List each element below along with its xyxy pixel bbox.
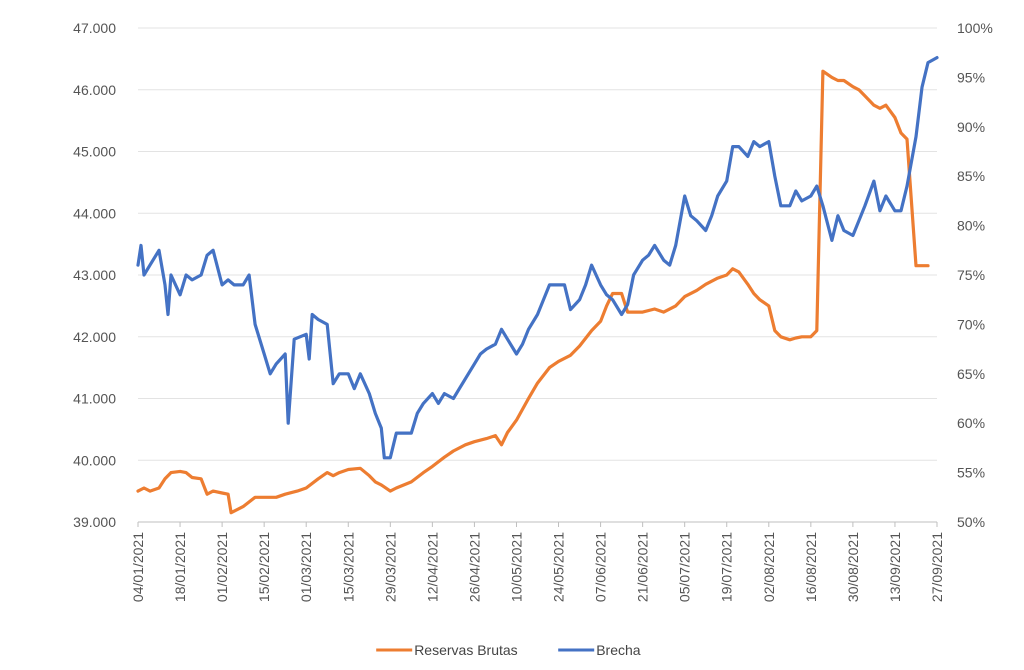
y-right-tick-label: 80%	[957, 218, 985, 234]
legend-label-reservas-brutas: Reservas Brutas	[414, 642, 517, 658]
series-layer	[136, 55, 939, 515]
x-tick-label: 12/04/2021	[424, 532, 440, 602]
y-left-tick-label: 43.000	[73, 267, 116, 283]
y-right-tick-label: 50%	[957, 514, 985, 530]
y-right-tick-label: 100%	[957, 20, 993, 36]
y-left-tick-label: 47.000	[73, 20, 116, 36]
x-tick-label: 24/05/2021	[551, 532, 567, 602]
y-left-tick-label: 46.000	[73, 82, 116, 98]
y-right-tick-label: 55%	[957, 465, 985, 481]
x-tick-label: 18/01/2021	[172, 532, 188, 602]
y-right-tick-label: 65%	[957, 366, 985, 382]
axis-layer: 39.000 40.000 41.000 42.000 43.000 44.000 45.0…	[73, 20, 993, 602]
x-tick-label: 16/08/2021	[803, 532, 819, 602]
y-left-tick-label: 41.000	[73, 391, 116, 407]
y-left-tick-label: 39.000	[73, 514, 116, 530]
y-right-tick-label: 60%	[957, 415, 985, 431]
y-left-tick-label: 40.000	[73, 452, 116, 468]
x-tick-label: 10/05/2021	[508, 532, 524, 602]
y-right-tick-label: 75%	[957, 267, 985, 283]
x-tick-label: 13/09/2021	[887, 532, 903, 602]
legend: Reservas Brutas Brecha	[376, 642, 641, 658]
x-tick-label: 29/03/2021	[382, 532, 398, 602]
x-tick-label: 26/04/2021	[466, 532, 482, 602]
series-line-brecha	[136, 55, 939, 460]
y-left-tick-label: 44.000	[73, 205, 116, 221]
x-tick-label: 19/07/2021	[719, 532, 735, 602]
y-right-tick-label: 70%	[957, 316, 985, 332]
x-tick-label: 15/02/2021	[256, 532, 272, 602]
x-tick-label: 01/02/2021	[214, 532, 230, 602]
x-tick-label: 15/03/2021	[340, 532, 356, 602]
grid-layer	[138, 27, 937, 523]
x-tick-label: 21/06/2021	[635, 532, 651, 602]
legend-label-brecha: Brecha	[596, 642, 641, 658]
y-left-tick-label: 42.000	[73, 329, 116, 345]
x-tick-label: 01/03/2021	[298, 532, 314, 602]
y-right-tick-label: 85%	[957, 168, 985, 184]
series-line-reservas-brutas	[136, 69, 930, 515]
x-tick-label: 02/08/2021	[761, 532, 777, 602]
x-tick-label: 27/09/2021	[929, 532, 945, 602]
x-tick-label: 04/01/2021	[130, 532, 146, 602]
x-tick-label: 05/07/2021	[677, 532, 693, 602]
y-right-tick-label: 90%	[957, 119, 985, 135]
y-left-tick-label: 45.000	[73, 144, 116, 160]
x-tick-label: 07/06/2021	[593, 532, 609, 602]
y-right-tick-label: 95%	[957, 69, 985, 85]
x-tick-label: 30/08/2021	[845, 532, 861, 602]
